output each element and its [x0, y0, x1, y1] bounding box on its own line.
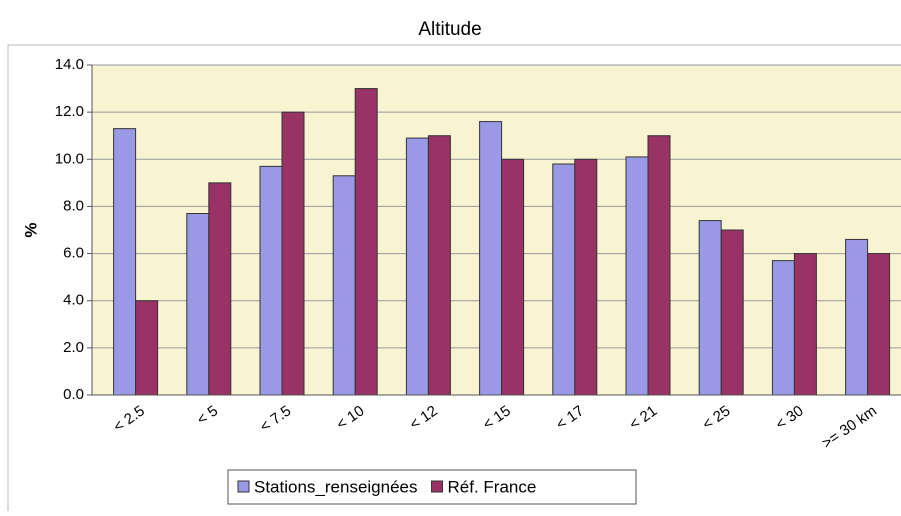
- bar: [354, 88, 378, 396]
- x-tick-label: < 10: [333, 402, 367, 433]
- bar: [625, 156, 649, 396]
- x-tick-label: >= 30 km: [819, 402, 880, 452]
- bar: [867, 253, 891, 396]
- bar: [793, 253, 817, 396]
- bar: [281, 111, 305, 396]
- bar: [186, 213, 210, 396]
- bar: [771, 260, 795, 396]
- bar: [574, 158, 598, 396]
- x-tick-label: < 12: [407, 402, 441, 433]
- bar: [405, 137, 429, 396]
- y-axis-label: %: [21, 222, 40, 237]
- bar: [647, 135, 671, 396]
- bar: [552, 163, 576, 396]
- bar: [113, 128, 137, 396]
- legend-swatch: [237, 480, 250, 493]
- bar: [427, 135, 451, 396]
- y-tick-label: 12.0: [55, 103, 84, 120]
- x-tick-label: < 21: [626, 402, 660, 433]
- y-tick-label: 8.0: [63, 197, 84, 214]
- bar: [208, 182, 232, 396]
- bar: [479, 121, 503, 396]
- x-tick-label: < 15: [480, 402, 514, 433]
- x-tick-label: < 25: [699, 402, 733, 433]
- x-tick-label: < 30: [773, 402, 807, 433]
- x-tick-label: < 2.5: [110, 402, 147, 435]
- y-tick-label: 2.0: [63, 339, 84, 356]
- y-tick-label: 14.0: [55, 56, 84, 73]
- bar: [845, 238, 869, 396]
- legend-label: Réf. France: [448, 477, 537, 496]
- x-tick-label: < 5: [194, 402, 221, 428]
- bar: [135, 300, 159, 396]
- y-tick-label: 10.0: [55, 150, 84, 167]
- y-tick-label: 4.0: [63, 292, 84, 309]
- bar: [259, 165, 283, 396]
- bar: [698, 220, 722, 396]
- bar: [332, 175, 356, 396]
- legend-swatch: [431, 480, 444, 493]
- x-tick-label: < 7.5: [257, 402, 294, 435]
- bar: [720, 229, 744, 396]
- chart-title: Altitude: [418, 19, 481, 40]
- legend-label: Stations_renseignées: [254, 477, 418, 496]
- y-tick-label: 0.0: [63, 386, 84, 403]
- y-tick-label: 6.0: [63, 245, 84, 262]
- bar: [501, 158, 525, 396]
- x-tick-label: < 17: [553, 402, 587, 433]
